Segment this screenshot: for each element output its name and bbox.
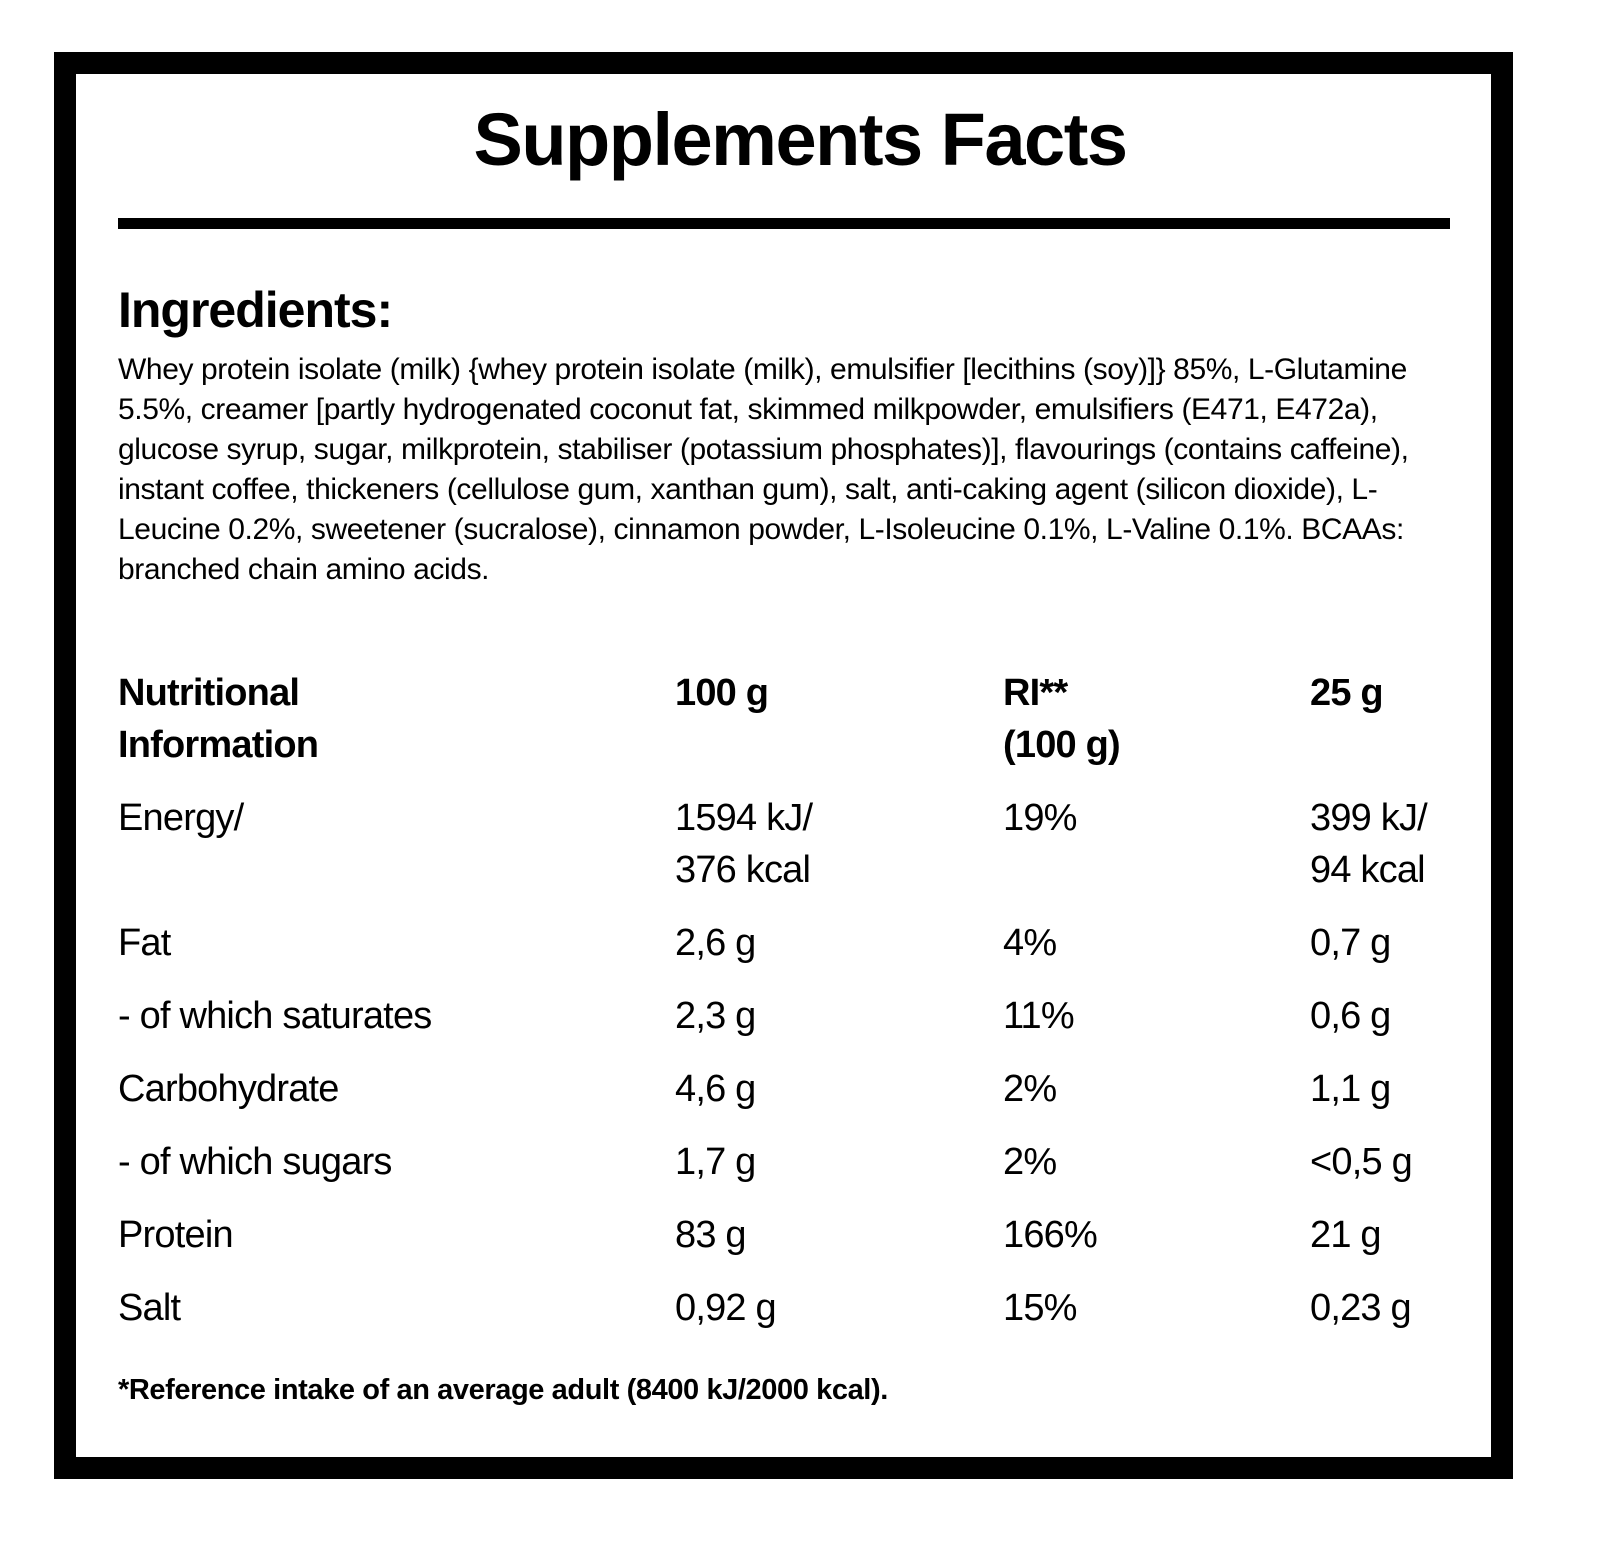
table-row-cell: 4%	[1003, 922, 1057, 964]
table-row-cell: <0,5 g	[1310, 1141, 1413, 1183]
table-row-cell: 11%	[1003, 995, 1075, 1037]
table-row: Protein 83 g 166% 21 g	[118, 1209, 1458, 1261]
table-row-cell: 83 g	[675, 1214, 747, 1256]
table-row-cell: 1,7 g	[675, 1141, 756, 1183]
table-row-cell: 0,23 g	[1310, 1287, 1412, 1329]
table-row-cell: - of which sugars	[118, 1141, 392, 1183]
table-row: - of which sugars 1,7 g 2% <0,5 g	[118, 1136, 1458, 1188]
table-row-cell: 15%	[1003, 1287, 1077, 1329]
table-row-cell: 4,6 g	[675, 1068, 756, 1110]
table-row-cell: 2,6 g	[675, 922, 756, 964]
table-row-cell: 1594 kJ/ 376 kcal	[675, 797, 813, 891]
table-row-cell: 0,92 g	[675, 1287, 777, 1329]
ingredients-heading: Ingredients:	[118, 282, 393, 338]
ingredients-text: Whey protein isolate (milk) {whey protei…	[118, 353, 1409, 586]
table-row-cell: - of which saturates	[118, 995, 432, 1037]
table-header-cell: 25 g	[1310, 672, 1384, 714]
table-row-cell: 1,1 g	[1310, 1068, 1391, 1110]
table-row: Energy/1594 kJ/ 376 kcal 19% 399 kJ/ 94 kc…	[118, 792, 1458, 896]
table-row-cell: 0,6 g	[1310, 995, 1391, 1037]
title: Supplements Facts	[473, 98, 1128, 181]
table-header-cell: Nutritional Information	[118, 672, 319, 766]
table-row: Carbohydrate 4,6 g 2% 1,1 g	[118, 1063, 1458, 1115]
table-row: Salt 0,92 g 15% 0,23 g	[118, 1282, 1458, 1334]
table-row-cell: 2%	[1003, 1068, 1057, 1110]
table-row-cell: Protein	[118, 1214, 234, 1256]
nutrition-table: Nutritional Information 100 g RI** (100 g)…	[118, 667, 1458, 1355]
table-row-cell: 399 kJ/ 94 kcal	[1310, 797, 1428, 891]
title-rule	[118, 218, 1450, 229]
table-row-cell: Carbohydrate	[118, 1068, 339, 1110]
table-header-cell: 100 g	[675, 672, 769, 714]
table-row-cell: 2%	[1003, 1141, 1057, 1183]
table-row: - of which saturates 2,3 g 11% 0,6 g	[118, 990, 1458, 1042]
label-border	[54, 52, 1513, 1479]
table-row-cell: 2,3 g	[675, 995, 756, 1037]
table-row-cell: Salt	[118, 1287, 181, 1329]
table-row: Fat 2,6 g 4% 0,7 g	[118, 917, 1458, 969]
table-row-cell: Energy/	[118, 797, 244, 839]
table-row-cell: 19%	[1003, 797, 1077, 839]
table-row-cell: Fat	[118, 922, 171, 964]
table-row-cell: 0,7 g	[1310, 922, 1391, 964]
footnote: *Reference intake of an average adult (8…	[118, 1374, 888, 1406]
table-header-cell: RI** (100 g)	[1003, 672, 1121, 766]
table-row-cell: 166%	[1003, 1214, 1098, 1256]
table-header: Nutritional Information 100 g RI** (100 g)…	[118, 667, 1458, 771]
table-row-cell: 21 g	[1310, 1214, 1382, 1256]
